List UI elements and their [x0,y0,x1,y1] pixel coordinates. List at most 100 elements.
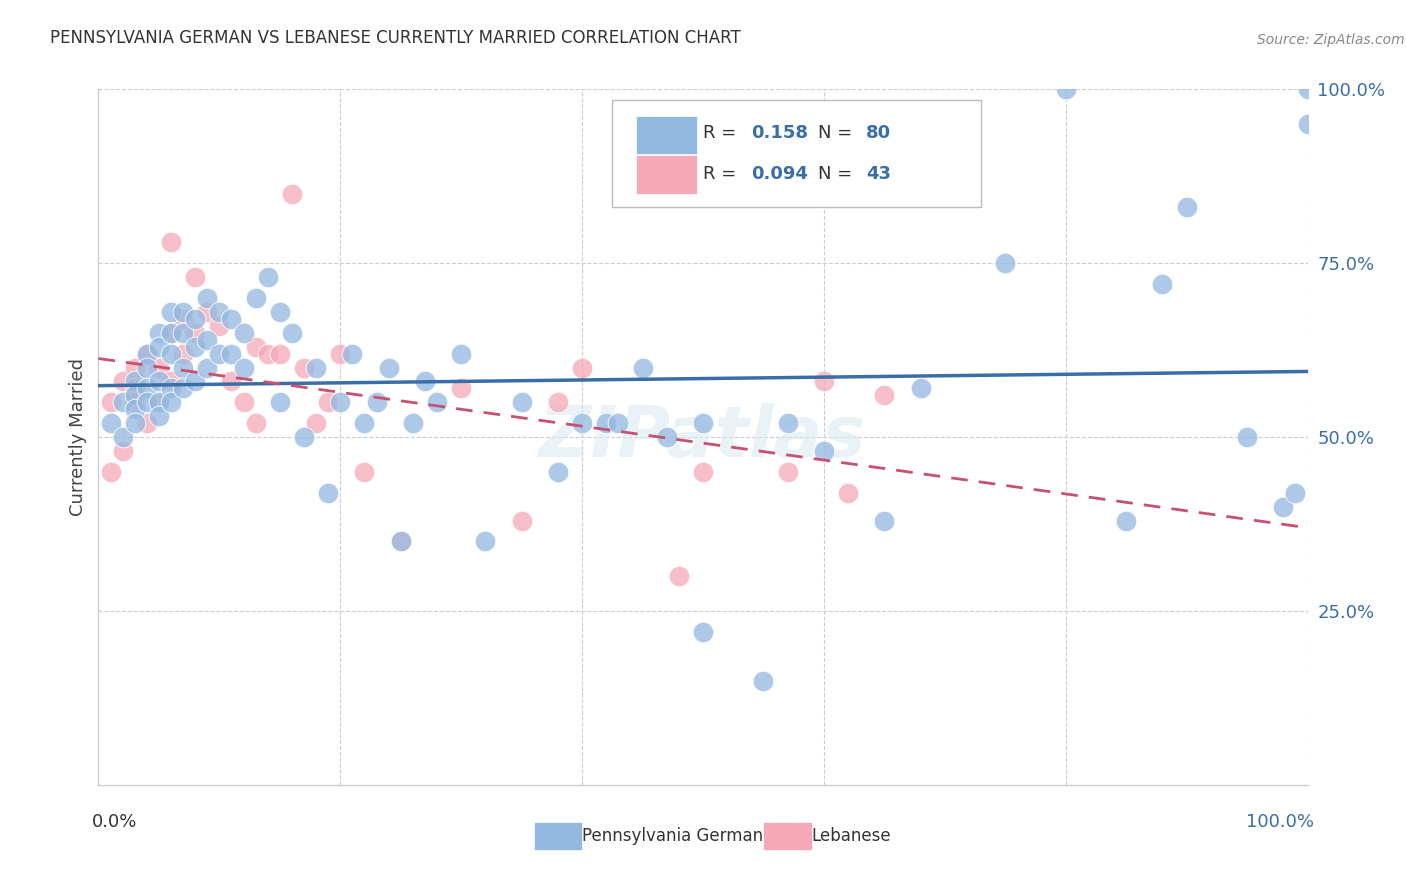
Point [510,395,533,409]
Point [269,395,291,409]
Point [135,381,157,395]
Point [353,416,375,430]
Point [342,346,364,360]
Point [135,346,157,360]
Point [172,381,194,395]
Point [184,375,207,389]
Point [160,381,183,395]
Point [631,360,654,375]
FancyBboxPatch shape [534,822,582,850]
Point [172,305,194,319]
Point [1284,485,1306,500]
Point [413,375,436,389]
Point [873,388,896,402]
Point [281,186,304,201]
Point [172,311,194,326]
Point [607,416,630,430]
Point [366,395,388,409]
FancyBboxPatch shape [763,822,811,850]
Point [124,416,146,430]
Point [547,395,569,409]
Text: 0.094: 0.094 [751,165,808,183]
Text: 0.158: 0.158 [751,124,808,142]
Point [184,340,207,354]
Point [135,346,157,360]
Point [329,395,352,409]
Point [510,514,533,528]
Point [450,381,472,395]
Text: Source: ZipAtlas.com: Source: ZipAtlas.com [1257,34,1405,47]
Y-axis label: Currently Married: Currently Married [69,358,87,516]
Point [232,326,254,340]
Point [1152,277,1174,291]
Text: ZIPatlas: ZIPatlas [540,402,866,472]
Point [172,326,194,340]
FancyBboxPatch shape [613,100,981,208]
Point [135,416,157,430]
Point [402,416,425,430]
Point [1296,117,1319,131]
Point [1115,514,1137,528]
Point [124,395,146,409]
Point [160,235,183,250]
Point [111,444,134,458]
Point [329,346,352,360]
Point [124,360,146,375]
Point [184,270,207,285]
Text: 43: 43 [866,165,891,183]
Point [595,416,617,430]
Point [100,395,122,409]
Point [692,416,714,430]
Point [269,305,291,319]
Point [910,381,932,395]
Point [776,416,799,430]
Point [172,346,194,360]
FancyBboxPatch shape [637,155,697,194]
Point [124,381,146,395]
Point [450,346,472,360]
Text: N =: N = [818,165,858,183]
Point [160,326,183,340]
Point [571,416,593,430]
Point [305,416,328,430]
Point [111,395,134,409]
Text: Pennsylvania Germans: Pennsylvania Germans [582,827,772,845]
Point [292,360,315,375]
Point [208,346,231,360]
Point [148,326,170,340]
Point [353,465,375,479]
Point [668,569,690,583]
Point [776,465,799,479]
Point [692,624,714,639]
Text: PENNSYLVANIA GERMAN VS LEBANESE CURRENTLY MARRIED CORRELATION CHART: PENNSYLVANIA GERMAN VS LEBANESE CURRENTL… [51,29,741,47]
Point [195,305,218,319]
Text: 80: 80 [866,124,891,142]
Point [256,346,278,360]
Point [184,326,207,340]
Point [208,305,231,319]
Point [389,534,412,549]
Point [148,340,170,354]
Point [1175,201,1198,215]
Point [389,534,412,549]
Point [269,346,291,360]
Point [232,395,254,409]
Point [547,465,569,479]
FancyBboxPatch shape [637,116,697,154]
Point [305,360,328,375]
Point [1054,82,1077,96]
Point [184,311,207,326]
Point [426,395,449,409]
Point [292,430,315,444]
Text: N =: N = [818,124,858,142]
Point [124,402,146,417]
Text: 0.0%: 0.0% [93,813,138,830]
Point [160,326,183,340]
Point [148,375,170,389]
Point [195,333,218,347]
Text: R =: R = [703,124,742,142]
Point [148,395,170,409]
Point [100,465,122,479]
Point [135,360,157,375]
Point [195,291,218,305]
